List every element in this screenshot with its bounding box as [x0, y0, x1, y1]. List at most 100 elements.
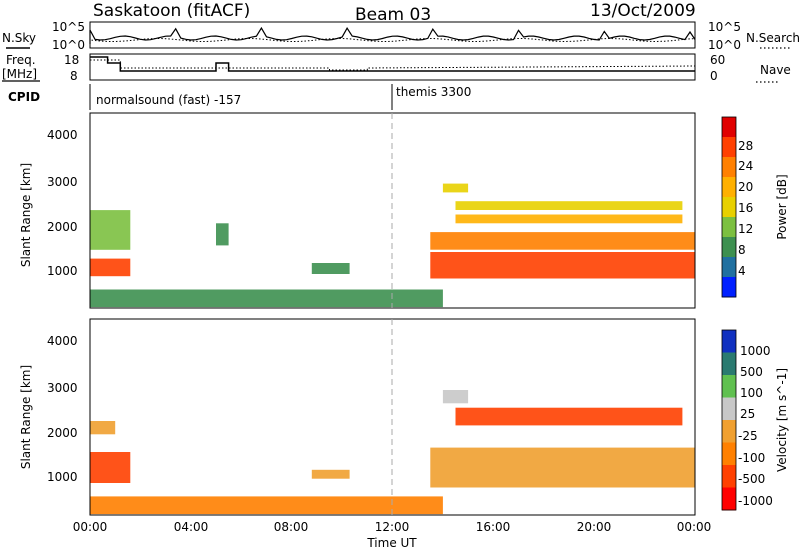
power-region-6 — [430, 232, 695, 250]
power-heatmap — [90, 183, 695, 308]
power-cbar-tick-16: 16 — [738, 201, 753, 215]
freq-line — [90, 56, 695, 72]
power-colorbar-segment-0 — [722, 117, 736, 138]
power-cbar-tick-28: 28 — [738, 139, 753, 153]
power-colorbar-segment-4 — [722, 197, 736, 218]
velocity-region-5 — [455, 407, 683, 426]
velocity-cbar-tick-500: 500 — [740, 365, 763, 379]
velocity-cbar-tick-minus-1000: -1000 — [738, 494, 773, 508]
velocity-cbar-tick-25: 25 — [740, 407, 755, 421]
noise-right-tick-top: 10^5 — [708, 20, 741, 34]
power-region-0 — [90, 258, 131, 277]
power-cbar-tick-12: 12 — [738, 222, 753, 236]
velocity-cbar-tick-minus-25: -25 — [738, 429, 758, 443]
noise-left-tick-bottom: 10^0 — [52, 38, 85, 52]
power-region-9 — [442, 183, 469, 193]
velocity-colorbar — [722, 330, 736, 511]
freq-label-line1: Freq. — [6, 53, 36, 67]
power-ytick-4000: 4000 — [47, 128, 78, 142]
velocity-region-0 — [90, 452, 131, 483]
velocity-colorbar-segment-2 — [722, 375, 736, 398]
power-colorbar-segment-8 — [722, 277, 736, 298]
nave-tick-top: 60 — [710, 53, 725, 67]
freq-tick-top: 18 — [64, 53, 79, 67]
nave-line — [90, 59, 696, 71]
cpid-label: CPID — [8, 90, 40, 104]
noise-left-tick-top: 10^5 — [52, 20, 85, 34]
velocity-ytick-1000: 1000 — [47, 470, 78, 484]
velocity-cbar-tick-1000: 1000 — [740, 344, 771, 358]
power-region-7 — [455, 214, 683, 224]
velocity-colorbar-segment-0 — [722, 330, 736, 353]
xtick-2000: 20:00 — [577, 520, 612, 534]
velocity-ytick-4000: 4000 — [47, 334, 78, 348]
xtick-1200: 12:00 — [375, 520, 410, 534]
noise-sky-line — [89, 26, 696, 44]
velocity-region-4 — [430, 447, 695, 488]
power-colorbar-segment-3 — [722, 177, 736, 198]
power-colorbar-segment-5 — [722, 217, 736, 238]
cpid-segment-2: themis 3300 — [396, 85, 471, 99]
power-region-8 — [455, 201, 683, 210]
velocity-colorbar-segment-6 — [722, 465, 736, 488]
xtick-1600: 16:00 — [476, 520, 511, 534]
velocity-colorbar-frame — [721, 329, 737, 511]
velocity-region-1 — [90, 421, 116, 435]
freq-tick-bottom: 8 — [70, 69, 78, 83]
velocity-heatmap — [90, 390, 695, 515]
xtick-0800: 08:00 — [274, 520, 309, 534]
velocity-colorbar-segment-4 — [722, 420, 736, 443]
power-ytick-1000: 1000 — [47, 264, 78, 278]
velocity-ytick-3000: 3000 — [47, 381, 78, 395]
velocity-colorbar-segment-1 — [722, 352, 736, 376]
velocity-colorbar-ticks: 1000 500 100 25 -25 -100 -500 -1000 — [738, 344, 773, 508]
power-region-5 — [430, 252, 695, 279]
power-region-1 — [90, 210, 131, 250]
power-colorbar-segment-2 — [722, 157, 736, 178]
power-colorbar-ticks: 28 24 20 16 12 8 4 — [738, 139, 753, 278]
station-title: Saskatoon (fitACF) — [93, 1, 250, 21]
velocity-colorbar-segment-7 — [722, 487, 736, 511]
date-title: 13/Oct/2009 — [590, 1, 696, 21]
velocity-region-3 — [90, 496, 443, 515]
noise-right-tick-bottom: 10^0 — [708, 38, 741, 52]
power-colorbar-segment-7 — [722, 257, 736, 278]
velocity-ylabel: Slant Range [km] — [19, 365, 33, 469]
noise-panel-frame — [89, 21, 696, 49]
freq-label-line2: [MHz] — [2, 67, 37, 81]
freq-panel-frame — [89, 53, 696, 81]
cpid-segment-1: normalsound (fast) -157 — [96, 93, 241, 107]
noise-right-label: N.Search — [746, 31, 800, 45]
velocity-colorbar-segment-3 — [722, 397, 736, 421]
xtick-0400: 04:00 — [174, 520, 209, 534]
power-ytick-3000: 3000 — [47, 175, 78, 189]
velocity-colorbar-segment-5 — [722, 442, 736, 466]
power-colorbar-label: Power [dB] — [775, 174, 789, 239]
nave-tick-bottom: 0 — [710, 69, 718, 83]
velocity-region-6 — [442, 390, 469, 404]
x-axis: 00:00 04:00 08:00 12:00 16:00 20:00 00:0… — [73, 520, 712, 534]
power-y-axis: 4000 3000 2000 1000 — [47, 128, 78, 278]
velocity-ytick-2000: 2000 — [47, 426, 78, 440]
xtick-0000: 00:00 — [73, 520, 108, 534]
velocity-cbar-tick-minus-500: -500 — [738, 472, 765, 486]
velocity-cbar-tick-100: 100 — [740, 386, 763, 400]
noise-left-label: N.Sky — [2, 31, 36, 45]
velocity-cbar-tick-minus-100: -100 — [738, 451, 765, 465]
power-region-3 — [311, 263, 350, 274]
velocity-y-axis: 4000 3000 2000 1000 — [47, 334, 78, 484]
velocity-colorbar-label: Velocity [m s^-1] — [775, 368, 789, 472]
power-colorbar — [722, 117, 736, 298]
xtick-2400: 00:00 — [677, 520, 712, 534]
nave-label: Nave — [760, 63, 791, 77]
velocity-region-2 — [311, 469, 350, 479]
power-cbar-tick-8: 8 — [738, 243, 746, 257]
power-region-4 — [90, 289, 443, 308]
power-ylabel: Slant Range [km] — [19, 163, 33, 267]
x-axis-label: Time UT — [366, 536, 417, 550]
power-cbar-tick-24: 24 — [738, 159, 753, 173]
beam-title: Beam 03 — [355, 5, 431, 25]
power-cbar-tick-4: 4 — [738, 264, 746, 278]
power-colorbar-segment-1 — [722, 137, 736, 158]
